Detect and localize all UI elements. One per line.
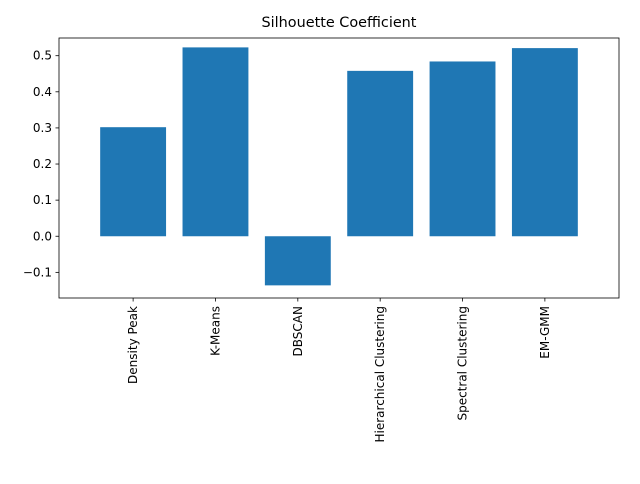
y-tick-label: 0.5	[33, 49, 52, 63]
y-axis: −0.1 0.0 0.1 0.2 0.3 0.4 0.5	[23, 49, 59, 279]
x-tick-label: DBSCAN	[291, 306, 305, 356]
x-tick-label: Hierarchical Clustering	[373, 306, 387, 442]
x-tick-label: Spectral Clustering	[456, 306, 470, 421]
x-axis: Density Peak K-Means DBSCAN Hierarchical Cl…	[126, 298, 552, 442]
y-tick-label: 0.4	[33, 85, 52, 99]
y-tick-label: 0.0	[33, 229, 52, 243]
y-tick-label: 0.2	[33, 157, 52, 171]
y-tick-label: −0.1	[23, 265, 52, 279]
bar-spectral-clustering	[429, 61, 496, 237]
plot-frame	[58, 37, 620, 299]
y-tick-label: 0.1	[33, 193, 52, 207]
bar-dbscan	[264, 236, 331, 286]
bar-em-gmm	[511, 48, 578, 237]
x-tick-label: Density Peak	[126, 306, 140, 384]
x-tick-label: EM-GMM	[538, 306, 552, 359]
bar-hierarchical-clustering	[347, 70, 414, 237]
bars-layer	[100, 47, 578, 286]
y-tick-label: 0.3	[33, 121, 52, 135]
bar-density-peak	[100, 127, 167, 237]
x-tick-label: K-Means	[208, 306, 222, 356]
bar-k-means	[182, 47, 249, 237]
chart-title: Silhouette Coefficient	[262, 15, 417, 31]
